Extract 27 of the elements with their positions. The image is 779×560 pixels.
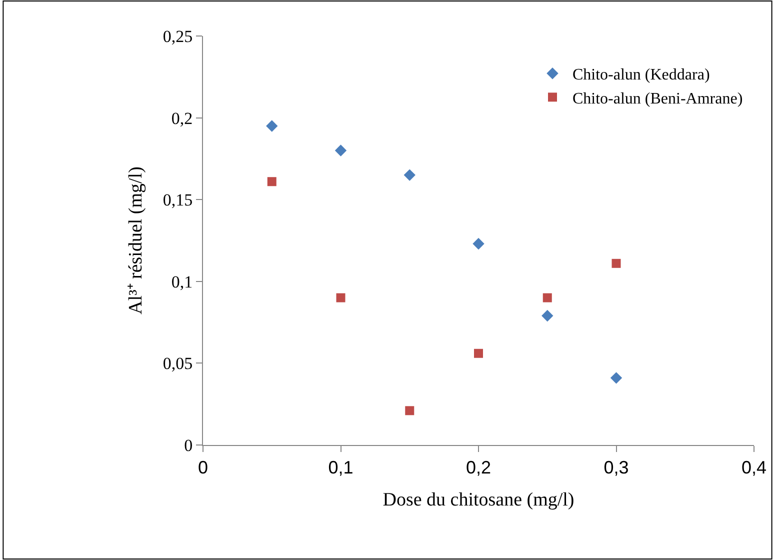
legend-label: Chito-alun (Beni-Amrane): [572, 90, 743, 108]
x-tick-label: 0,1: [328, 458, 354, 478]
point: [542, 293, 552, 302]
x-tick-label: 0,4: [741, 458, 767, 478]
point: [610, 372, 622, 384]
point: [404, 169, 416, 181]
point: [267, 177, 276, 186]
x-axis-title: Dose du chitosane (mg/l): [382, 489, 574, 510]
point: [472, 238, 484, 250]
point: [542, 310, 554, 322]
x-tick-label: 0: [198, 458, 208, 478]
y-tick-label: 0,2: [171, 108, 193, 128]
point: [266, 120, 278, 132]
point: [612, 258, 621, 268]
point: [334, 144, 347, 156]
x-tick-label: 0,3: [604, 458, 629, 478]
y-tick-label: 0,05: [162, 354, 193, 374]
y-tick-label: 0,25: [162, 26, 193, 46]
legend-label: Chito-alun (Keddara): [572, 66, 710, 84]
x-tick-label: 0,2: [466, 458, 492, 478]
point: [474, 348, 483, 358]
y-tick-label: 0: [184, 436, 193, 455]
y-axis-title: Al³⁺ résiduel (mg/l): [126, 166, 147, 314]
y-tick-label: 0,15: [162, 190, 193, 210]
point: [336, 293, 346, 302]
point: [405, 406, 414, 416]
y-tick-label: 0,1: [171, 272, 193, 292]
